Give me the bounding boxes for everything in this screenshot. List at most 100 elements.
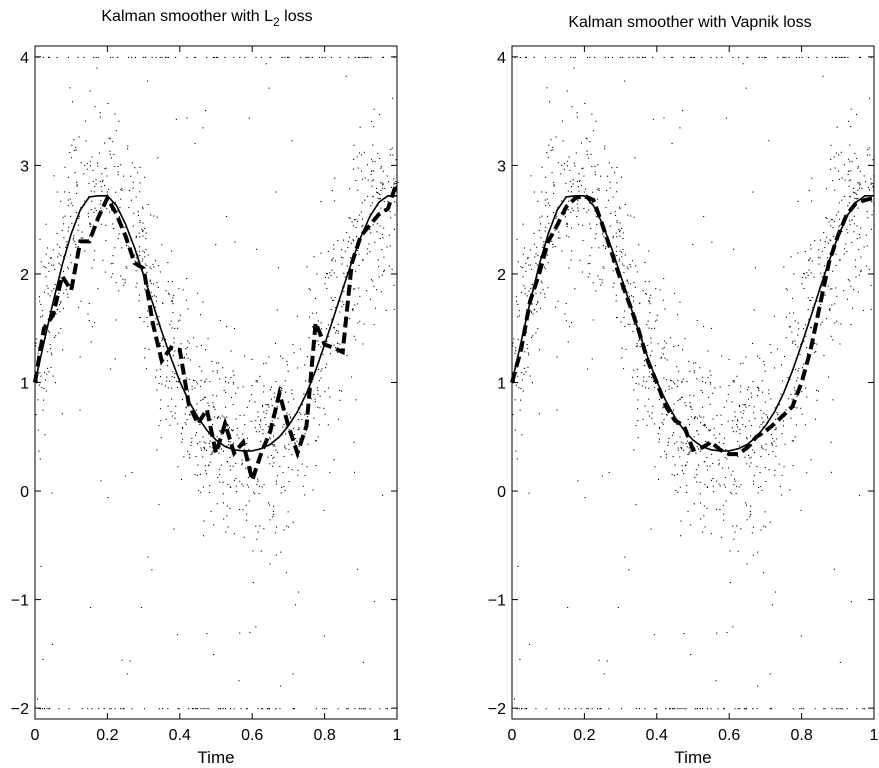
observation-point [567, 607, 569, 609]
observation-point [355, 399, 357, 401]
observation-point [807, 274, 809, 276]
observation-point [376, 187, 378, 189]
observation-point [81, 231, 83, 233]
observation-point [854, 152, 856, 154]
observation-point [608, 472, 610, 474]
observation-point [367, 179, 369, 181]
observation-point [566, 160, 568, 162]
observation-point [110, 368, 112, 370]
observation-point [107, 102, 109, 104]
observation-point [134, 56, 136, 58]
observation-point [774, 469, 776, 471]
observation-point [67, 230, 69, 232]
observation-point [73, 235, 75, 237]
observation-point [355, 219, 357, 221]
observation-point [515, 296, 517, 298]
observation-point [858, 233, 860, 235]
observation-point [747, 398, 749, 400]
observation-point [807, 297, 809, 299]
observation-point [762, 422, 764, 424]
observation-point [388, 181, 390, 183]
right-y-tick-label: 0 [497, 484, 506, 501]
observation-point [582, 240, 584, 242]
observation-point [221, 433, 223, 435]
observation-point [45, 276, 47, 278]
observation-point [716, 56, 718, 58]
observation-point [838, 259, 840, 261]
observation-point [633, 282, 635, 284]
observation-point [810, 327, 812, 329]
observation-point [745, 504, 747, 506]
observation-point [668, 385, 670, 387]
observation-point [702, 376, 704, 378]
observation-point [142, 250, 144, 252]
observation-point [863, 175, 865, 177]
observation-point [367, 248, 369, 250]
observation-point [113, 153, 115, 155]
observation-point [109, 211, 111, 213]
observation-point [866, 265, 868, 267]
observation-point [710, 383, 712, 385]
observation-point [227, 440, 229, 442]
observation-point [207, 465, 209, 467]
observation-point [331, 269, 333, 271]
observation-point [550, 149, 552, 151]
observation-point [673, 432, 675, 434]
observation-point [740, 363, 742, 365]
observation-point [689, 423, 691, 425]
observation-point [808, 259, 810, 261]
observation-point [618, 260, 620, 262]
observation-point [709, 370, 711, 372]
observation-point [611, 56, 613, 58]
observation-point [512, 345, 514, 347]
observation-point [707, 469, 709, 471]
observation-point [147, 80, 149, 82]
observation-point [36, 380, 38, 382]
observation-point [114, 201, 116, 203]
observation-point [621, 347, 623, 349]
right-y-tick-label: −2 [488, 701, 506, 718]
observation-point [93, 191, 95, 193]
observation-point [547, 202, 549, 204]
observation-point [589, 202, 591, 204]
observation-point [663, 347, 665, 349]
observation-point [233, 708, 235, 710]
observation-point [321, 56, 323, 58]
observation-point [123, 284, 125, 286]
observation-point [843, 56, 845, 58]
observation-point [226, 515, 228, 517]
observation-point [173, 528, 175, 530]
observation-point [670, 413, 672, 415]
observation-point [841, 708, 843, 710]
observation-point [386, 246, 388, 248]
observation-point [843, 164, 845, 166]
observation-point [732, 626, 734, 628]
observation-point [150, 282, 152, 284]
observation-point [588, 209, 590, 211]
observation-point [212, 402, 214, 404]
observation-point [831, 304, 833, 306]
observation-point [280, 355, 282, 357]
observation-point [48, 371, 50, 373]
observation-point [76, 192, 78, 194]
observation-point [58, 304, 60, 306]
observation-point [543, 241, 545, 243]
observation-point [54, 337, 56, 339]
observation-point [816, 300, 818, 302]
observation-point [791, 297, 793, 299]
observation-point [785, 56, 787, 58]
observation-point [800, 509, 802, 511]
observation-point [339, 311, 341, 313]
observation-point [257, 416, 259, 418]
observation-point [613, 282, 615, 284]
observation-point [191, 385, 193, 387]
observation-point [395, 183, 397, 185]
observation-point [343, 304, 345, 306]
observation-point [334, 200, 336, 202]
observation-point [800, 407, 802, 409]
observation-point [69, 152, 71, 154]
observation-point [566, 222, 568, 224]
observation-point [70, 215, 72, 217]
observation-point [268, 708, 270, 710]
observation-point [72, 205, 74, 207]
